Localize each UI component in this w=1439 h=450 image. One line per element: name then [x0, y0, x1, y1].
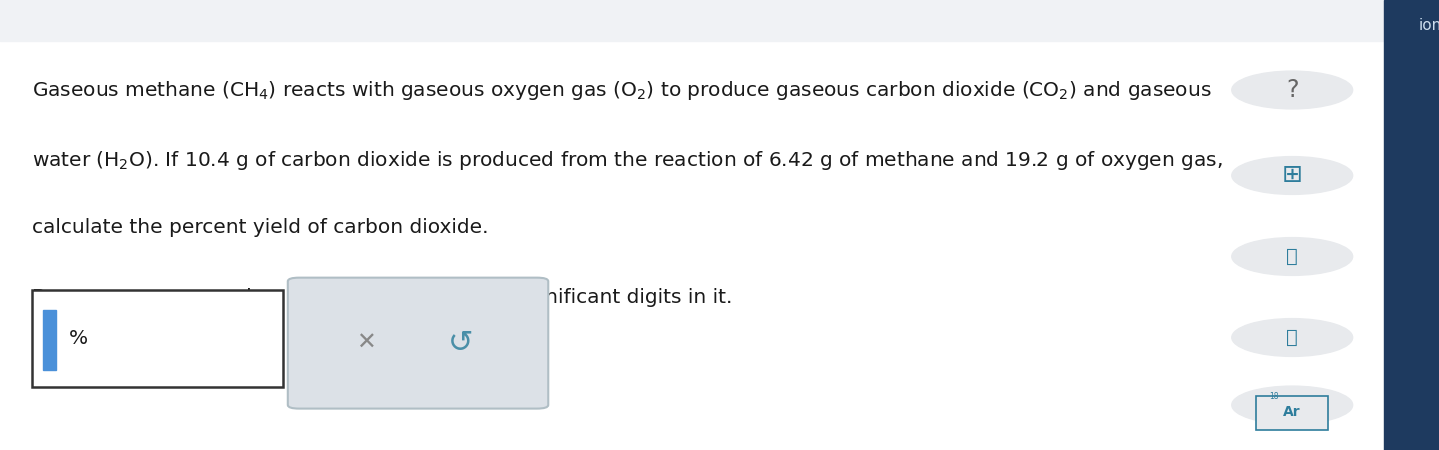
Circle shape	[1232, 238, 1353, 275]
Circle shape	[1232, 319, 1353, 356]
Text: calculate the percent yield of carbon dioxide.: calculate the percent yield of carbon di…	[32, 218, 488, 237]
Text: ✕: ✕	[355, 331, 376, 355]
Text: 📊: 📊	[1286, 328, 1298, 347]
Text: Be sure your answer has the correct number of significant digits in it.: Be sure your answer has the correct numb…	[32, 288, 732, 307]
Text: 📋: 📋	[1286, 247, 1298, 266]
Text: ⊞: ⊞	[1282, 163, 1302, 188]
FancyBboxPatch shape	[1256, 396, 1328, 430]
Text: ?: ?	[1286, 78, 1298, 102]
Bar	[0, 0, 1439, 40]
Bar	[32, 290, 283, 387]
Text: %: %	[69, 329, 88, 348]
Circle shape	[1232, 71, 1353, 109]
Text: Gaseous methane $\left(\mathrm{CH_4}\right)$ reacts with gaseous oxygen gas $\le: Gaseous methane $\left(\mathrm{CH_4}\rig…	[32, 79, 1212, 102]
Text: Ar: Ar	[1284, 405, 1301, 419]
Bar	[43, 310, 56, 369]
Text: water $\left(\mathrm{H_2O}\right)$. If 10.4 g of carbon dioxide is produced from: water $\left(\mathrm{H_2O}\right)$. If 1…	[32, 148, 1222, 171]
Text: ↺: ↺	[448, 328, 473, 358]
Text: 18: 18	[1269, 392, 1278, 401]
Circle shape	[1232, 386, 1353, 424]
FancyBboxPatch shape	[288, 278, 548, 409]
Circle shape	[1232, 157, 1353, 194]
Text: ion: ion	[1419, 18, 1439, 33]
Bar	[1384, 0, 1439, 450]
